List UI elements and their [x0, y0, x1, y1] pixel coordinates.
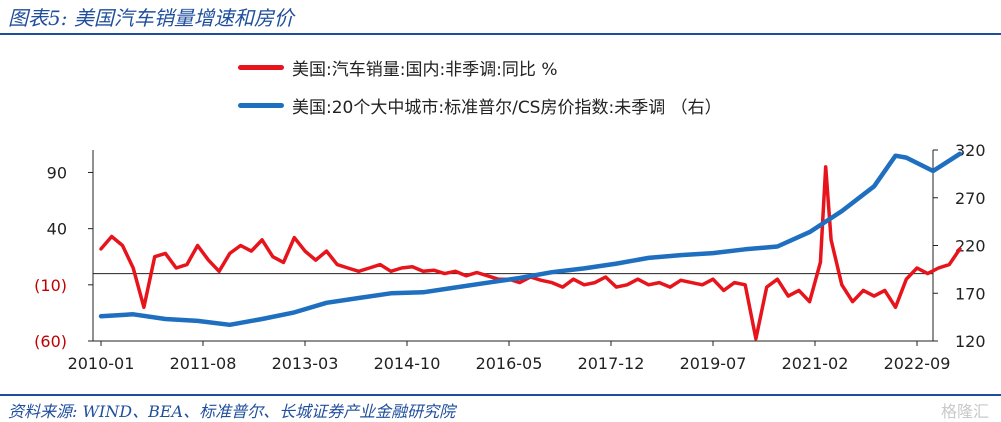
x-tick-label: 2014-10 [374, 354, 441, 373]
left-tick-label: 90 [47, 163, 67, 182]
right-tick-label: 120 [955, 332, 986, 351]
house-price-index-line [98, 151, 963, 328]
right-tick-label: 270 [955, 189, 986, 208]
x-tick-label: 2022-09 [884, 354, 951, 373]
x-tick-label: 2021-02 [782, 354, 849, 373]
legend-swatch-house-price [238, 103, 284, 108]
legend-label-car-sales: 美国:汽车销量:国内:非季调:同比 % [292, 60, 558, 80]
x-tick-label: 2016-05 [476, 354, 543, 373]
figure-title: 图表5: 美国汽车销量增速和房价 [8, 6, 294, 30]
left-tick-label: (60) [34, 332, 67, 351]
right-tick-label: 220 [955, 237, 986, 256]
legend-item-house-price: 美国:20个大中城市:标准普尔/CS房价指数:未季调 （右） [238, 93, 722, 118]
title-divider [0, 33, 1001, 35]
x-tick-label: 2010-01 [68, 354, 135, 373]
right-tick-label: 320 [955, 141, 986, 160]
x-tick-label: 2011-08 [170, 354, 237, 373]
car-sales-yoy-line [99, 165, 962, 341]
legend-swatch-car-sales [238, 65, 284, 70]
source-divider [0, 394, 1001, 396]
legend-item-car-sales: 美国:汽车销量:国内:非季调:同比 % [238, 55, 557, 80]
left-tick-label: (10) [34, 276, 67, 295]
legend-label-house-price: 美国:20个大中城市:标准普尔/CS房价指数:未季调 （右） [292, 98, 722, 118]
right-tick-label: 170 [955, 284, 986, 303]
x-tick-label: 2013-03 [272, 354, 339, 373]
watermark: 格隆汇 [940, 402, 989, 421]
x-tick-label: 2017-12 [578, 354, 645, 373]
left-tick-label: 40 [47, 220, 67, 239]
x-tick-label: 2019-07 [680, 354, 747, 373]
source-note: 资料来源: WIND、BEA、标准普尔、长城证券产业金融研究院 [8, 402, 456, 421]
